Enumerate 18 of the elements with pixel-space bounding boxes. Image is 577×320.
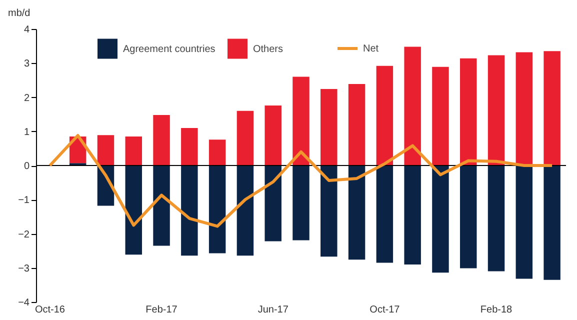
- y-tick-label: 3: [24, 58, 30, 70]
- y-tick-label: 2: [24, 92, 30, 104]
- x-tick-label: Oct-16: [34, 304, 66, 316]
- legend-label: Others: [253, 44, 284, 55]
- y-tick-label: 4: [24, 24, 30, 36]
- legend-label: Agreement countries: [123, 44, 216, 55]
- y-tick-label: −2: [18, 229, 30, 240]
- y-tick-label: −3: [18, 263, 30, 274]
- x-tick-label: Oct-17: [370, 304, 400, 316]
- y-tick-label: −4: [18, 298, 30, 308]
- x-tick-label: Feb-18: [480, 304, 513, 316]
- x-tick-label: Feb-17: [146, 304, 178, 316]
- y-axis-title: mb/d: [8, 8, 30, 19]
- y-tick-label: −1: [18, 195, 30, 206]
- x-tick-label: Jun-17: [258, 304, 289, 316]
- y-tick-label: 1: [24, 126, 30, 138]
- y-tick-label: 0: [24, 161, 30, 172]
- legend-label: Net: [363, 44, 379, 54]
